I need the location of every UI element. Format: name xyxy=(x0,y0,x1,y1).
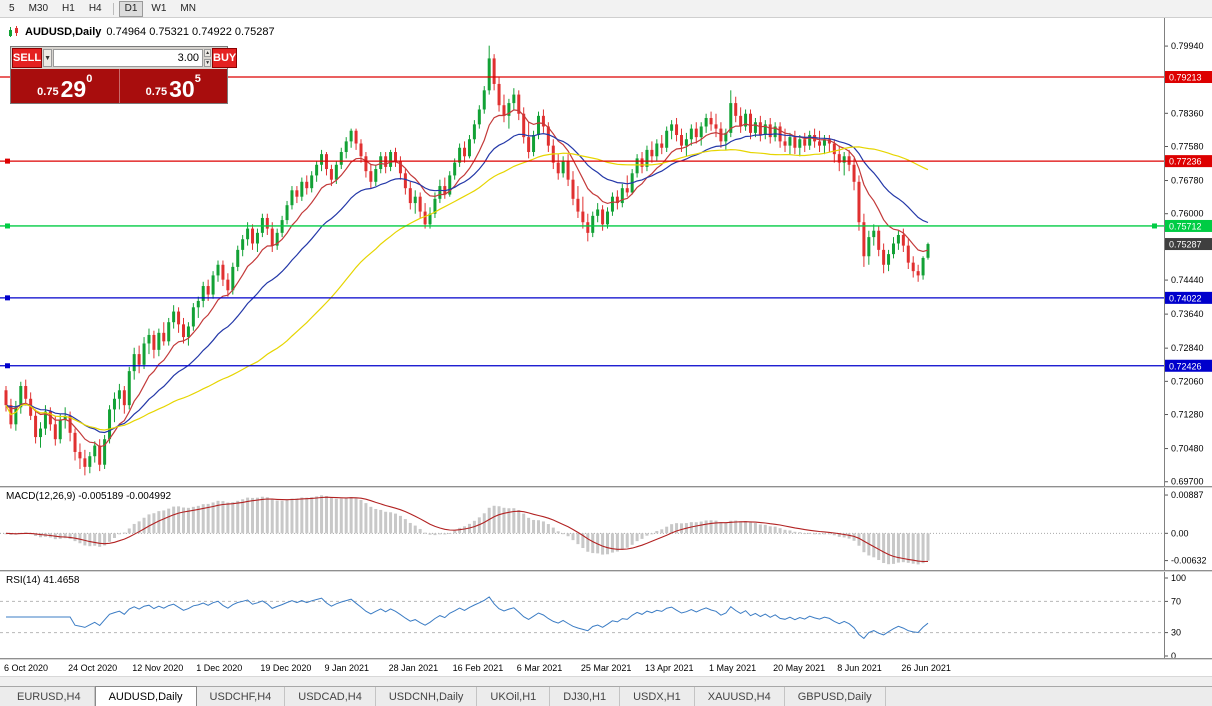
buy-price-prefix: 0.75 xyxy=(145,86,168,98)
horizontal-scrollbar[interactable] xyxy=(0,676,1212,686)
chart-tabs-bar: EURUSD,H4 AUDUSD,Daily USDCHF,H4 USDCAD,… xyxy=(0,686,1212,706)
pane-separator[interactable] xyxy=(0,570,1212,572)
buy-price-sup: 5 xyxy=(194,73,201,85)
svg-text:26 Jun 2021: 26 Jun 2021 xyxy=(901,663,951,673)
svg-text:20 May 2021: 20 May 2021 xyxy=(773,663,825,673)
svg-text:-0.00632: -0.00632 xyxy=(1171,556,1207,566)
svg-text:0.74440: 0.74440 xyxy=(1171,275,1204,285)
svg-text:0.69700: 0.69700 xyxy=(1171,477,1204,486)
svg-text:24 Oct 2020: 24 Oct 2020 xyxy=(68,663,117,673)
pane-separator[interactable] xyxy=(0,486,1212,488)
timeframe-toolbar: 5 M30 H1 H4 D1 W1 MN xyxy=(0,0,1212,18)
svg-text:0.76000: 0.76000 xyxy=(1171,209,1204,219)
volume-up-icon[interactable]: ▲ xyxy=(204,49,212,57)
svg-text:30: 30 xyxy=(1171,628,1181,638)
timeframe-d1-button[interactable]: D1 xyxy=(118,0,144,17)
sell-price-big: 29 xyxy=(60,76,87,102)
svg-text:0.74022: 0.74022 xyxy=(1169,293,1202,303)
svg-text:0.71280: 0.71280 xyxy=(1171,410,1204,420)
sell-button[interactable]: SELL xyxy=(12,48,43,68)
rsi-indicator-label: RSI(14) 41.4658 xyxy=(6,575,80,586)
bid-ask-display: 0.75 29 0 0.75 30 5 xyxy=(11,69,227,103)
svg-text:0.73640: 0.73640 xyxy=(1171,309,1204,319)
svg-text:0.78360: 0.78360 xyxy=(1171,108,1204,118)
volume-down-icon[interactable]: ▼ xyxy=(204,59,212,67)
svg-text:0.00887: 0.00887 xyxy=(1171,490,1204,500)
chart-title: AUDUSD,Daily 0.74964 0.75321 0.74922 0.7… xyxy=(8,26,275,38)
volume-input[interactable] xyxy=(53,49,204,67)
svg-text:9 Jan 2021: 9 Jan 2021 xyxy=(324,663,369,673)
svg-text:8 Jun 2021: 8 Jun 2021 xyxy=(837,663,882,673)
tab-xauusd-h4[interactable]: XAUUSD,H4 xyxy=(694,687,785,706)
macd-indicator-label: MACD(12,26,9) -0.005189 -0.004992 xyxy=(6,491,172,502)
svg-text:0.79940: 0.79940 xyxy=(1171,41,1204,51)
sell-price-prefix: 0.75 xyxy=(37,86,59,98)
svg-text:6 Mar 2021: 6 Mar 2021 xyxy=(517,663,563,673)
svg-text:13 Apr 2021: 13 Apr 2021 xyxy=(645,663,694,673)
svg-text:0.75287: 0.75287 xyxy=(1169,240,1202,250)
one-click-trading-panel: SELL ▼ ▲ ▼ BUY 0.75 29 0 0.75 30 5 xyxy=(10,46,238,104)
time-axis[interactable]: 6 Oct 2020 24 Oct 2020 12 Nov 2020 1 Dec 20… xyxy=(0,660,1212,676)
timeframe-mn-button[interactable]: MN xyxy=(174,1,202,17)
svg-text:1 May 2021: 1 May 2021 xyxy=(709,663,756,673)
tab-audusd-daily[interactable]: AUDUSD,Daily xyxy=(94,686,197,706)
ohlc-values: 0.74964 0.75321 0.74922 0.75287 xyxy=(106,26,275,38)
trade-panel-controls: SELL ▼ ▲ ▼ BUY xyxy=(11,47,238,69)
svg-text:28 Jan 2021: 28 Jan 2021 xyxy=(389,663,439,673)
volume-stepper: ▲ ▼ xyxy=(204,49,212,67)
timeframe-w1-button[interactable]: W1 xyxy=(145,1,172,17)
svg-text:0.76780: 0.76780 xyxy=(1171,176,1204,186)
tab-gbpusd-daily[interactable]: GBPUSD,Daily xyxy=(784,687,886,706)
sell-price-sup: 0 xyxy=(86,73,93,85)
macd-pane[interactable]: 0.00887 0.00 -0.00632 xyxy=(0,488,1212,570)
svg-text:0.72840: 0.72840 xyxy=(1171,343,1204,353)
timeframe-h4-button[interactable]: H4 xyxy=(83,1,108,17)
tab-eurusd-h4[interactable]: EURUSD,H4 xyxy=(4,687,95,706)
buy-price[interactable]: 0.75 30 5 xyxy=(118,69,228,103)
svg-text:16 Feb 2021: 16 Feb 2021 xyxy=(453,663,504,673)
svg-text:0.77580: 0.77580 xyxy=(1171,141,1204,151)
svg-text:1 Dec 2020: 1 Dec 2020 xyxy=(196,663,242,673)
buy-button[interactable]: BUY xyxy=(212,48,238,68)
svg-text:70: 70 xyxy=(1171,596,1181,606)
toolbar-separator xyxy=(112,2,114,15)
pane-separator xyxy=(0,658,1212,660)
timeframe-m5-button[interactable]: 5 xyxy=(3,1,21,17)
buy-price-big: 30 xyxy=(169,76,195,102)
svg-text:0.70480: 0.70480 xyxy=(1171,444,1204,454)
timeframe-h1-button[interactable]: H1 xyxy=(56,1,81,17)
svg-text:0: 0 xyxy=(1171,651,1176,658)
svg-text:0.79213: 0.79213 xyxy=(1169,73,1202,83)
volume-dropdown-button[interactable]: ▼ xyxy=(43,49,53,67)
tab-usdcad-h4[interactable]: USDCAD,H4 xyxy=(285,687,376,706)
rsi-pane[interactable]: 100 70 30 0 xyxy=(0,572,1212,658)
tab-dj30-h1[interactable]: DJ30,H1 xyxy=(550,687,621,706)
chart-window[interactable]: 0.79940 0.78360 0.77580 0.76780 0.76000 0.744… xyxy=(0,18,1212,676)
sell-price[interactable]: 0.75 29 0 xyxy=(11,69,119,103)
svg-text:0.72060: 0.72060 xyxy=(1171,376,1204,386)
svg-text:6 Oct 2020: 6 Oct 2020 xyxy=(4,663,48,673)
svg-text:0.75712: 0.75712 xyxy=(1169,221,1202,231)
svg-text:19 Dec 2020: 19 Dec 2020 xyxy=(260,663,311,673)
svg-text:0.72426: 0.72426 xyxy=(1169,361,1202,371)
svg-text:0.77236: 0.77236 xyxy=(1169,157,1202,167)
tab-usdcnh-daily[interactable]: USDCNH,Daily xyxy=(375,687,478,706)
symbol-period-label: AUDUSD,Daily xyxy=(25,26,102,38)
tab-usdchf-h4[interactable]: USDCHF,H4 xyxy=(196,687,286,706)
tab-ukoil-h1[interactable]: UKOil,H1 xyxy=(477,687,551,706)
svg-text:0.00: 0.00 xyxy=(1171,528,1189,538)
svg-text:25 Mar 2021: 25 Mar 2021 xyxy=(581,663,632,673)
svg-text:100: 100 xyxy=(1171,573,1186,583)
tab-usdx-h1[interactable]: USDX,H1 xyxy=(620,687,695,706)
svg-text:12 Nov 2020: 12 Nov 2020 xyxy=(132,663,183,673)
timeframe-m30-button[interactable]: M30 xyxy=(23,1,54,17)
candlestick-chart-icon xyxy=(9,26,18,37)
